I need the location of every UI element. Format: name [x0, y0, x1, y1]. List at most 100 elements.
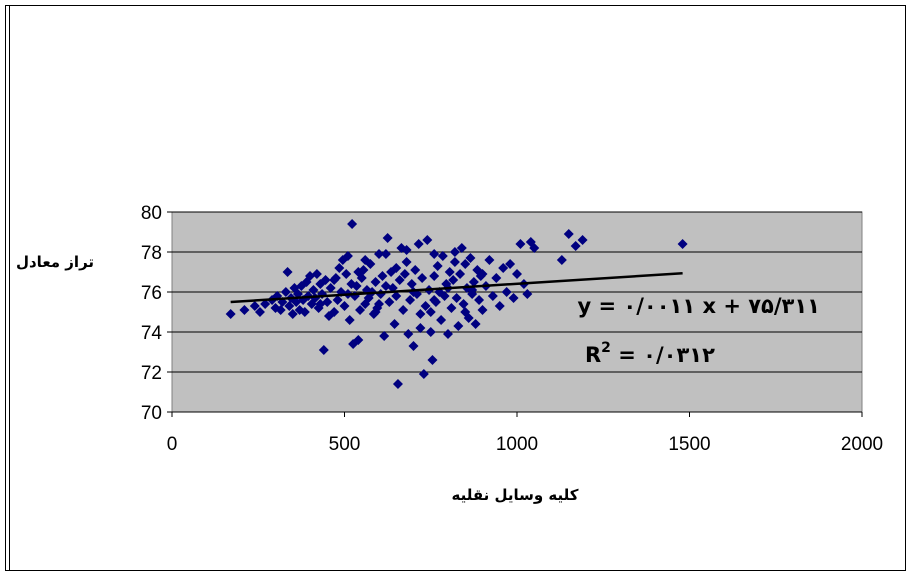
- data-point-4: [260, 299, 271, 309]
- data-point-146: [380, 249, 391, 259]
- data-point-104: [443, 329, 453, 339]
- y-tick-label-76: 76: [141, 283, 162, 304]
- x-tick-label-500: 500: [329, 434, 361, 455]
- data-point-110: [453, 321, 464, 331]
- data-point-3: [254, 307, 265, 317]
- data-point-164: [353, 267, 364, 277]
- y-tick-label-78: 78: [141, 243, 162, 264]
- data-point-108: [449, 247, 460, 257]
- data-point-145: [360, 255, 371, 265]
- data-point-80: [401, 257, 412, 267]
- data-point-79: [399, 269, 410, 279]
- data-point-36: [325, 283, 336, 293]
- data-point-91: [420, 301, 431, 311]
- data-point-14: [287, 309, 298, 319]
- data-point-117: [465, 253, 476, 263]
- data-point-92: [422, 235, 433, 245]
- data-point-144: [677, 239, 688, 249]
- trendline-equation: y = ۰/۰۰۱۱ x + ۷۵/۳۱۱: [578, 294, 821, 318]
- data-point-37: [329, 307, 340, 317]
- data-point-106: [446, 303, 457, 313]
- data-point-147: [401, 245, 412, 255]
- data-point-67: [379, 331, 390, 341]
- data-point-151: [370, 307, 381, 317]
- data-point-120: [470, 319, 481, 329]
- data-point-78: [398, 305, 409, 315]
- y-tick-label-80: 80: [141, 203, 162, 224]
- data-point-98: [432, 261, 443, 271]
- data-point-134: [512, 269, 522, 279]
- frame-left-line: [9, 5, 10, 571]
- data-point-102: [439, 291, 450, 301]
- data-point-160: [425, 307, 436, 317]
- data-point-139: [529, 243, 540, 253]
- data-point-127: [487, 291, 498, 301]
- data-point-52: [353, 335, 364, 345]
- data-point-88: [415, 309, 426, 319]
- data-point-130: [498, 263, 509, 273]
- data-point-161: [460, 307, 471, 317]
- data-point-133: [508, 293, 519, 303]
- data-point-2: [249, 301, 260, 311]
- data-point-73: [389, 319, 400, 329]
- data-point-1: [239, 305, 250, 315]
- x-tick-label-0: 0: [167, 434, 178, 455]
- data-point-44: [341, 269, 352, 279]
- y-tick-label-72: 72: [141, 363, 162, 384]
- x-axis-ticks: 0 500 1000 1500 2000: [167, 412, 883, 455]
- data-point-149: [449, 257, 460, 267]
- data-point-66: [377, 271, 388, 281]
- data-point-105: [444, 267, 455, 277]
- data-point-154: [391, 263, 402, 273]
- r2-prefix: R: [585, 343, 601, 367]
- data-point-124: [477, 305, 488, 315]
- data-point-87: [413, 239, 424, 249]
- data-point-62: [370, 277, 381, 287]
- x-tick-label-2000: 2000: [841, 434, 883, 455]
- data-point-84: [408, 341, 419, 351]
- y-tick-label-74: 74: [141, 323, 163, 344]
- data-point-39: [332, 295, 343, 305]
- data-point-137: [522, 289, 533, 299]
- data-point-46: [344, 315, 355, 325]
- data-point-40: [334, 263, 345, 273]
- data-point-100: [436, 315, 447, 325]
- data-point-109: [451, 293, 462, 303]
- data-point-155: [329, 275, 340, 285]
- data-point-158: [374, 299, 384, 309]
- data-point-12: [284, 301, 295, 311]
- data-point-131: [501, 287, 512, 297]
- gridlines: [172, 211, 862, 413]
- data-point-111: [455, 269, 466, 279]
- data-point-64: [374, 249, 384, 259]
- data-point-113: [458, 299, 469, 309]
- data-point-82: [405, 295, 416, 305]
- y-axis-ticks: 70 72 74 76 78 80: [141, 203, 172, 424]
- data-point-75: [392, 379, 403, 389]
- data-point-33: [320, 275, 331, 285]
- data-point-43: [339, 301, 350, 311]
- data-point-11: [282, 267, 293, 277]
- data-point-26: [308, 285, 319, 295]
- x-tick-label-1000: 1000: [496, 434, 538, 455]
- data-point-83: [406, 279, 417, 289]
- data-point-94: [425, 327, 436, 337]
- data-point-143: [577, 235, 588, 245]
- data-point-96: [429, 271, 440, 281]
- data-point-51: [351, 281, 362, 291]
- data-point-32: [318, 345, 329, 355]
- data-point-85: [410, 265, 421, 275]
- x-tick-label-1500: 1500: [668, 434, 710, 455]
- data-points: [225, 219, 688, 389]
- data-point-53: [355, 305, 366, 315]
- data-point-152: [415, 323, 426, 333]
- data-point-70: [384, 297, 395, 307]
- data-point-135: [515, 239, 526, 249]
- data-point-90: [418, 369, 429, 379]
- data-point-122: [474, 295, 485, 305]
- data-point-101: [437, 251, 448, 261]
- data-point-141: [563, 229, 574, 239]
- data-point-126: [484, 255, 495, 265]
- x-axis-title: کلیه وسایل نقلیه: [451, 486, 578, 504]
